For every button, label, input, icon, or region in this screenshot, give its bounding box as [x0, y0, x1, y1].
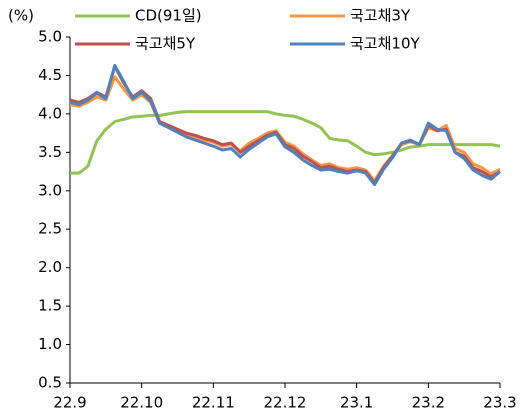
y-tick-label: 1.0 — [38, 335, 62, 353]
y-tick-label: 4.0 — [38, 104, 62, 122]
y-axis-label: (%) — [8, 7, 34, 25]
legend-label: 국고채3Y — [350, 7, 411, 25]
y-tick-label: 1.5 — [38, 297, 62, 315]
y-tick-label: 2.0 — [38, 258, 62, 276]
legend-label: 국고채10Y — [350, 35, 420, 53]
x-tick-label: 23.1 — [340, 394, 373, 412]
y-tick-label: 0.5 — [38, 374, 62, 392]
series-line — [69, 63, 501, 187]
y-tick-label: 2.5 — [38, 220, 62, 238]
y-tick-label: 3.5 — [38, 143, 62, 161]
series-line — [70, 110, 501, 175]
x-tick-label: 22.9 — [53, 394, 86, 412]
x-tick-label: 22.12 — [264, 394, 307, 412]
y-tick-label: 5.0 — [38, 28, 62, 46]
x-tick-label: 23.2 — [412, 394, 445, 412]
legend-label: CD(91일) — [135, 7, 202, 25]
legend-label: 국고채5Y — [135, 35, 196, 53]
series-line — [69, 64, 501, 185]
x-tick-label: 22.10 — [120, 394, 163, 412]
x-tick-label: 23.3 — [483, 394, 516, 412]
x-tick-label: 22.11 — [192, 394, 235, 412]
y-tick-label: 3.0 — [38, 181, 62, 199]
y-tick-label: 4.5 — [38, 66, 62, 84]
